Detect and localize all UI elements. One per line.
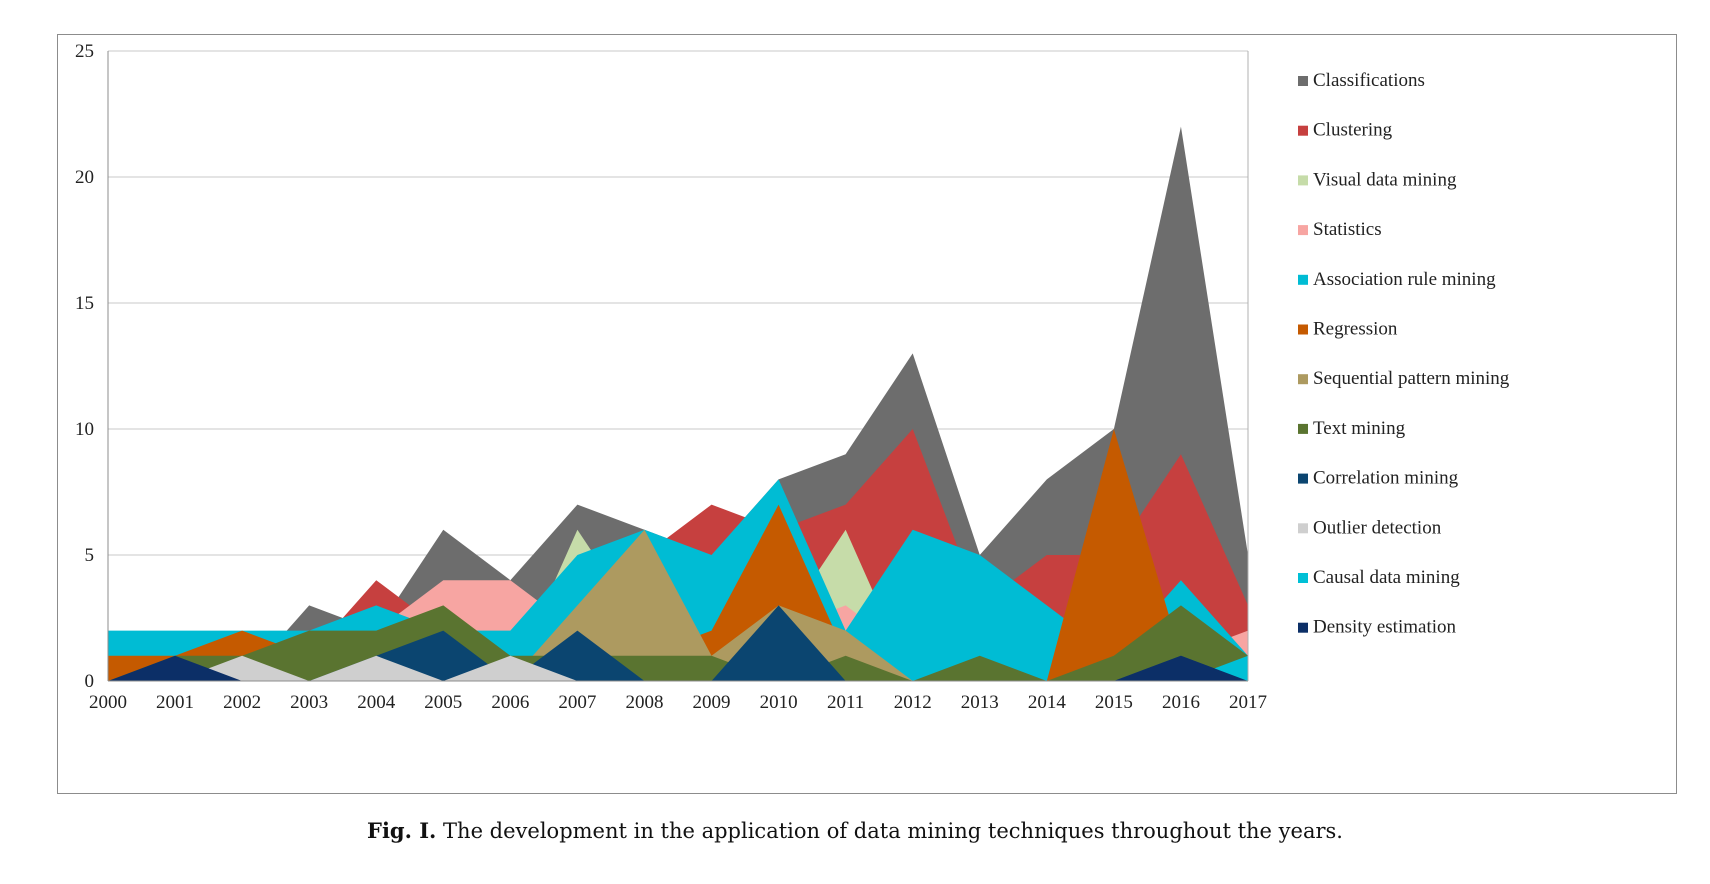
legend-swatch [1298,473,1308,484]
x-tick-label: 2001 [156,692,194,713]
legend-swatch [1298,274,1308,285]
x-tick-label: 2009 [693,692,731,713]
legend-swatch [1298,175,1308,186]
legend-swatch [1298,125,1308,136]
legend-swatch [1298,374,1308,385]
chart-frame: 0 5 10 15 20 25 2000 2001 2002 2003 2004 2005 2006 20… [57,34,1677,794]
figure-caption: Fig. I. The development in the applicati… [0,818,1710,843]
legend-entry: Visual data mining [1313,169,1457,190]
legend-swatch [1298,573,1308,583]
x-tick-label: 2000 [89,692,127,713]
legend-swatch [1298,622,1308,633]
legend-entry: Sequential pattern mining [1313,368,1510,389]
x-tick-label: 2003 [290,692,328,713]
y-tick-label: 15 [75,293,94,314]
x-tick-label: 2006 [491,692,529,713]
x-tick-label: 2008 [625,692,663,713]
y-tick-label: 0 [85,671,95,692]
series-area-density-estimation [108,655,1248,681]
legend-entry: Causal data mining [1313,567,1460,588]
x-tick-label: 2017 [1229,692,1267,713]
x-tick-label: 2002 [223,692,261,713]
x-tick-label: 2012 [894,692,932,713]
axes: 0 5 10 15 20 25 2000 2001 2002 2003 2004 2005 2006 20… [75,41,1267,713]
x-tick-label: 2011 [827,692,864,713]
x-tick-label: 2007 [558,692,596,713]
legend-entry: Classifications [1313,70,1425,91]
caption-text: The development in the application of da… [436,819,1343,843]
legend-entry: Density estimation [1313,617,1457,638]
x-tick-label: 2015 [1095,692,1133,713]
series-areas [108,126,1248,682]
legend-swatch [1298,523,1308,534]
legend-entry: Regression [1313,319,1398,340]
legend: Classifications Clustering Visual data min… [1298,70,1510,638]
legend-entry: Outlier detection [1313,517,1442,538]
legend-entry: Text mining [1313,418,1406,439]
legend-swatch [1298,76,1308,86]
legend-entry: Statistics [1313,219,1382,240]
legend-swatch [1298,423,1308,434]
series-area-outlier-detection [108,655,1248,681]
x-tick-label: 2005 [424,692,462,713]
area-chart: 0 5 10 15 20 25 2000 2001 2002 2003 2004 2005 2006 20… [75,41,1510,713]
y-tick-label: 5 [85,545,95,566]
legend-entry: Clustering [1313,120,1393,141]
x-tick-label: 2010 [760,692,798,713]
series-area-classifications [108,126,1248,682]
caption-prefix: Fig. I. [367,818,437,843]
legend-entry: Association rule mining [1313,269,1496,290]
x-tick-label: 2014 [1028,692,1067,713]
series-area-sequential-pattern-mining [108,529,1248,681]
legend-swatch [1298,324,1308,335]
legend-entry: Correlation mining [1313,468,1459,489]
series-area-correlation-mining [108,605,1248,681]
x-tick-label: 2013 [961,692,999,713]
x-tick-label: 2004 [357,692,396,713]
legend-swatch [1298,225,1308,236]
x-tick-label: 2016 [1162,692,1200,713]
y-tick-label: 25 [75,41,94,62]
y-tick-label: 10 [75,419,94,440]
y-tick-label: 20 [75,167,94,188]
